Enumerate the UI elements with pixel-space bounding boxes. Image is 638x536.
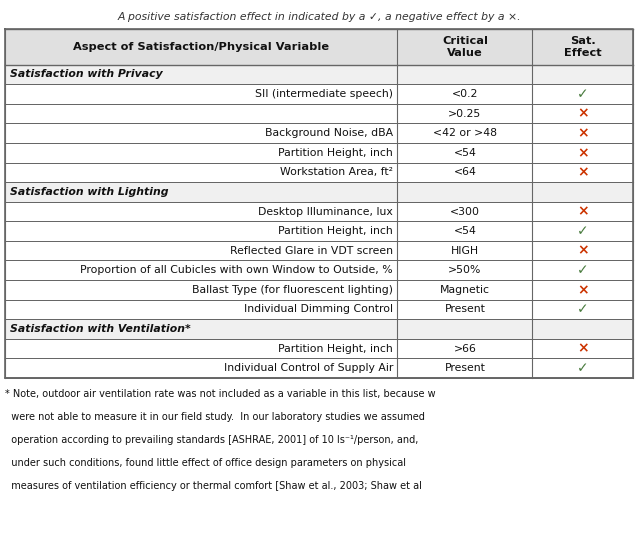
Bar — [5, 300, 633, 319]
Text: ✓: ✓ — [577, 87, 588, 101]
Text: <64: <64 — [454, 167, 477, 177]
Bar — [5, 84, 633, 104]
Text: Individual Control of Supply Air: Individual Control of Supply Air — [224, 363, 393, 373]
Text: Present: Present — [445, 304, 486, 315]
Text: ✓: ✓ — [577, 361, 588, 375]
Text: Sat.
Effect: Sat. Effect — [564, 36, 602, 58]
Text: <54: <54 — [454, 226, 477, 236]
Text: ×: × — [577, 166, 588, 180]
Text: ×: × — [577, 341, 588, 355]
Text: Desktop Illuminance, lux: Desktop Illuminance, lux — [258, 206, 393, 217]
Text: SII (intermediate speech): SII (intermediate speech) — [255, 89, 393, 99]
Text: ×: × — [577, 244, 588, 258]
Text: ×: × — [577, 146, 588, 160]
Text: Satisfaction with Lighting: Satisfaction with Lighting — [10, 187, 168, 197]
Text: Proportion of all Cubicles with own Window to Outside, %: Proportion of all Cubicles with own Wind… — [80, 265, 393, 275]
Bar — [5, 221, 633, 241]
Text: Present: Present — [445, 363, 486, 373]
Text: Critical
Value: Critical Value — [442, 36, 488, 58]
Bar — [5, 123, 633, 143]
Text: Partition Height, inch: Partition Height, inch — [278, 344, 393, 354]
Text: ×: × — [577, 107, 588, 121]
Bar — [5, 162, 633, 182]
Text: ✓: ✓ — [577, 302, 588, 316]
Text: <54: <54 — [454, 148, 477, 158]
Bar — [5, 65, 633, 84]
Text: Reflected Glare in VDT screen: Reflected Glare in VDT screen — [230, 245, 393, 256]
Bar — [5, 104, 633, 123]
Text: Individual Dimming Control: Individual Dimming Control — [244, 304, 393, 315]
Text: Background Noise, dBA: Background Noise, dBA — [265, 128, 393, 138]
Text: <300: <300 — [450, 206, 480, 217]
Bar — [5, 319, 633, 339]
Bar — [5, 358, 633, 378]
Text: Aspect of Satisfaction/Physical Variable: Aspect of Satisfaction/Physical Variable — [73, 42, 329, 52]
Text: Partition Height, inch: Partition Height, inch — [278, 148, 393, 158]
Text: Magnetic: Magnetic — [440, 285, 490, 295]
Bar — [5, 280, 633, 300]
Bar — [5, 339, 633, 358]
Bar — [5, 202, 633, 221]
Text: measures of ventilation efficiency or thermal comfort [Shaw et al., 2003; Shaw e: measures of ventilation efficiency or th… — [5, 481, 422, 491]
Bar — [5, 260, 633, 280]
Text: ×: × — [577, 283, 588, 297]
Text: A positive satisfaction effect in indicated by a ✓, a negative effect by a ×.: A positive satisfaction effect in indica… — [117, 12, 521, 22]
Text: were not able to measure it in our field study.  In our laboratory studies we as: were not able to measure it in our field… — [5, 412, 425, 422]
Text: >50%: >50% — [449, 265, 482, 275]
Text: Partition Height, inch: Partition Height, inch — [278, 226, 393, 236]
Text: <0.2: <0.2 — [452, 89, 478, 99]
Text: Satisfaction with Privacy: Satisfaction with Privacy — [10, 70, 163, 79]
Text: operation according to prevailing standards [ASHRAE, 2001] of 10 ls⁻¹/person, an: operation according to prevailing standa… — [5, 435, 419, 445]
Text: <42 or >48: <42 or >48 — [433, 128, 497, 138]
Text: Satisfaction with Ventilation*: Satisfaction with Ventilation* — [10, 324, 191, 334]
Text: Workstation Area, ft²: Workstation Area, ft² — [280, 167, 393, 177]
Text: ✓: ✓ — [577, 224, 588, 238]
Bar — [5, 182, 633, 202]
Text: ×: × — [577, 126, 588, 140]
Bar — [5, 143, 633, 162]
Text: ✓: ✓ — [577, 263, 588, 277]
Text: * Note, outdoor air ventilation rate was not included as a variable in this list: * Note, outdoor air ventilation rate was… — [5, 389, 436, 399]
Text: >0.25: >0.25 — [449, 109, 482, 118]
Text: HIGH: HIGH — [451, 245, 479, 256]
Text: >66: >66 — [454, 344, 477, 354]
Bar — [5, 29, 633, 65]
Bar — [5, 241, 633, 260]
Text: under such conditions, found little effect of office design parameters on physic: under such conditions, found little effe… — [5, 458, 406, 468]
Text: ×: × — [577, 205, 588, 219]
Text: Ballast Type (for fluorescent lighting): Ballast Type (for fluorescent lighting) — [192, 285, 393, 295]
